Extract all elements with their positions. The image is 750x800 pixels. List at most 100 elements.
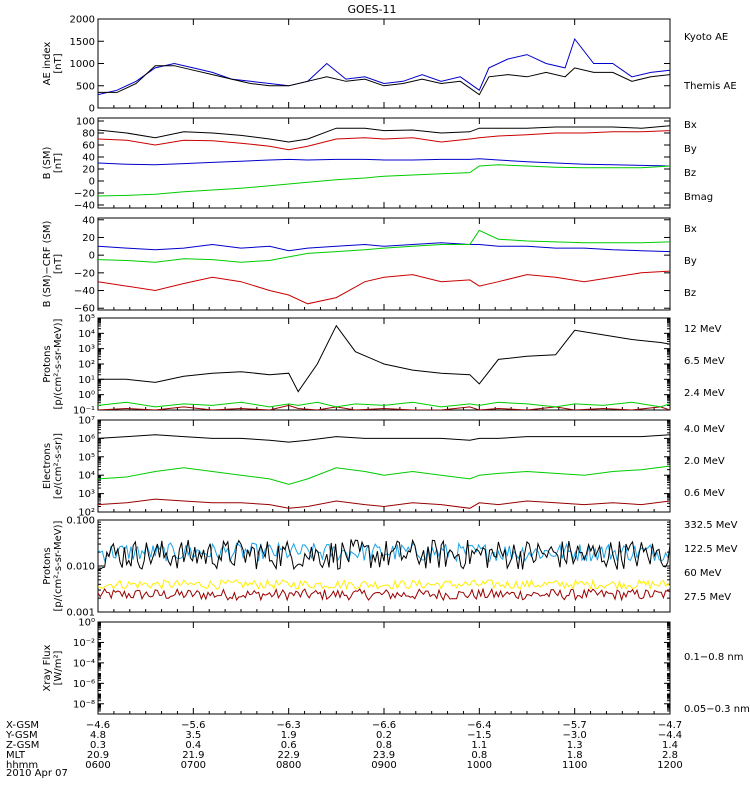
y-tick-label: 10⁰: [78, 618, 95, 629]
x-axis-row-label: X-GSM: [6, 720, 39, 731]
y-tick-label: 10²: [78, 508, 95, 519]
x-axis-row-value: −6.6: [372, 720, 396, 731]
series-line-by: [98, 164, 670, 197]
x-axis-row-value: 0700: [181, 760, 206, 771]
y-tick-label: 0: [89, 104, 95, 115]
panel-ae: 0 500 1000 1500 2000 AE index [nT] Kyoto AE Them…: [42, 15, 737, 115]
x-axis-row-value: −4.7: [658, 720, 682, 731]
y-tick-label: −60: [74, 304, 95, 315]
x-axis-row-value: 0.8: [471, 750, 487, 761]
y-tick-label: −40: [74, 286, 95, 297]
x-axis-row-value: 1.3: [567, 740, 583, 751]
x-axis-row-value: 1200: [657, 760, 682, 771]
x-axis-row-value: 2.8: [662, 750, 678, 761]
series-line-6-5-mev: [98, 401, 670, 408]
y-tick-label: 40: [82, 215, 95, 226]
y-tick-label: 10⁷: [78, 416, 95, 427]
y-tick-label: 10⁴: [78, 329, 95, 340]
panel-electrons: 10² 10³ 10⁴ 10⁵ 10⁶ 10⁷ Electrons [e/(cm²-s-sr)…: [42, 416, 725, 519]
y-tick-label: 10¹: [78, 375, 95, 386]
y-tick-label: 10⁵: [78, 314, 95, 325]
series-line-bx: [98, 242, 670, 253]
y-tick-label: 0: [89, 251, 95, 262]
x-axis-row-value: 21.9: [182, 750, 204, 761]
x-axis-row-value: 0800: [276, 760, 301, 771]
x-axis-row-value: 1100: [562, 760, 587, 771]
series-line-122-5-mev: [98, 578, 670, 591]
legend-entry: By: [684, 144, 697, 155]
legend-entry: Kyoto AE: [684, 32, 728, 43]
legend-entry: 122.5 MeV: [684, 544, 738, 555]
figure-date: 2010 Apr 07: [6, 768, 68, 779]
legend-entry: 332.5 MeV: [684, 520, 738, 531]
x-axis-row-label: Y-GSM: [5, 730, 38, 741]
x-axis-row-label: hhmm: [6, 760, 38, 771]
y-tick-label: 500: [76, 81, 95, 92]
y-tick-label: 10³: [78, 344, 95, 355]
y-tick-label: 80: [82, 129, 95, 140]
legend-entry: Themis AE: [683, 81, 737, 92]
legend-entry: Bz: [684, 168, 696, 179]
y-tick-label: 0.010: [66, 562, 95, 573]
y-tick-label: −20: [74, 189, 95, 200]
y-axis-label: Protons: [42, 345, 53, 382]
y-tick-label: 0: [89, 177, 95, 188]
series-line-12-mev: [98, 404, 670, 410]
legend-entry: 0.6 MeV: [684, 488, 725, 499]
x-axis-row-value: −6.3: [277, 720, 301, 731]
y-axis-label: [p/(cm²-s-sr-MeV)]: [53, 318, 64, 409]
series-line-bx: [98, 158, 670, 167]
panel-protons: 10⁻¹ 10⁰ 10¹ 10² 10³ 10⁴ 10⁵ Protons [p/(cm²-s-s…: [42, 314, 725, 417]
x-axis-row-value: 0600: [85, 760, 110, 771]
x-axis-row-value: −4.4: [658, 730, 682, 741]
y-tick-label: 100: [76, 117, 95, 128]
panel-frame: [97, 621, 671, 715]
y-axis-label: Electrons: [42, 443, 53, 489]
y-axis-label: Protons: [42, 547, 53, 584]
panel-hiprotons: 0.001 0.010 0.100 Protons [p/(cm²-s-sr-MeV)]…: [42, 516, 738, 619]
y-tick-label: 10⁻²: [73, 638, 95, 649]
x-axis-row-value: −1.5: [467, 730, 491, 741]
y-tick-label: 2000: [70, 15, 95, 26]
y-tick-label: 1000: [70, 59, 95, 70]
y-axis-label: Xray Flux: [42, 644, 53, 691]
panel-xray: 10⁻⁸ 10⁻⁶ 10⁻⁴ 10⁻² 10⁰ Xray Flux [W/m²] 0.1−0.…: [42, 618, 750, 716]
y-tick-label: 20: [82, 233, 95, 244]
x-axis-row-label: MLT: [6, 750, 26, 761]
y-axis-label: [e/(cm²-s-sr)]: [53, 433, 64, 499]
legend-entry: 2.4 MeV: [684, 388, 725, 399]
y-tick-label: 10⁴: [78, 471, 95, 482]
x-axis-row-value: 0.3: [90, 740, 106, 751]
y-tick-label: −40: [74, 201, 95, 212]
x-axis-row-value: −5.7: [563, 720, 587, 731]
legend-entry: Bz: [684, 288, 696, 299]
x-axis-row-value: 1.4: [662, 740, 678, 751]
y-axis-label: AE index: [42, 42, 53, 86]
y-tick-label: 10²: [78, 360, 95, 371]
x-axis-row-value: 0.6: [281, 740, 297, 751]
panel-frame: [97, 217, 671, 311]
x-axis-row-label: Z-GSM: [6, 740, 39, 751]
y-tick-label: 0.100: [66, 516, 95, 527]
legend-entry: 60 MeV: [684, 568, 722, 579]
legend-entry: 27.5 MeV: [684, 592, 731, 603]
legend-entry: By: [684, 256, 697, 267]
y-axis-label: B (SM)−CRF (SM): [42, 220, 53, 307]
x-axis-row-value: 22.9: [278, 750, 300, 761]
y-tick-label: 10³: [78, 489, 95, 500]
legend-entry: 4.0 MeV: [684, 424, 725, 435]
legend-entry: Bx: [684, 224, 697, 235]
series-line-0-6-mev: [98, 434, 670, 443]
x-axis-row-value: 1000: [467, 760, 492, 771]
series-line-by: [98, 229, 670, 263]
y-tick-label: 10⁰: [78, 390, 95, 401]
x-axis-footer: X-GSM −4.6 −5.6 −6.3 −6.6 −6.4 −5.7 −4.7 Y-GSM 4.…: [5, 720, 683, 771]
y-tick-label: 10⁻⁴: [73, 658, 95, 669]
y-axis-label: [W/m²]: [53, 650, 64, 685]
x-axis-row-value: 0.2: [376, 730, 392, 741]
y-tick-label: 10⁵: [78, 452, 95, 463]
panel-frame: [97, 18, 671, 109]
y-tick-label: 0.001: [66, 608, 95, 619]
